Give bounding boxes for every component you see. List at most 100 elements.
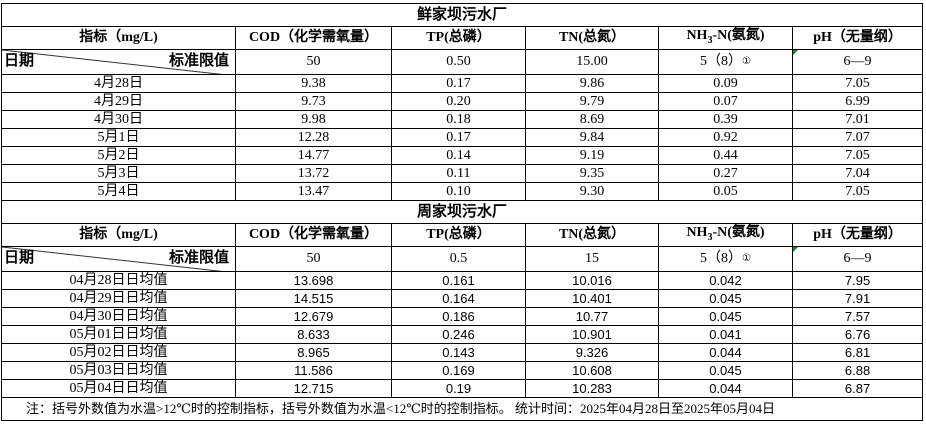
- standard-label: 标准限值: [168, 250, 229, 266]
- nh3-limit: 5（8）: [700, 251, 743, 266]
- header-tp: TP(总磷）: [391, 26, 526, 50]
- date-standard-diagonal-cell: 日期 标准限值: [1, 246, 236, 272]
- date-cell: 05月03日日均值: [1, 361, 236, 380]
- plant-title: 周家坝污水厂: [0, 200, 924, 224]
- cod-cell: 14.515: [235, 289, 392, 308]
- table-row: 05月03日日均值 11.586 0.169 10.608 0.045 6.88: [1, 361, 924, 380]
- tp-cell: 0.17: [391, 74, 526, 93]
- ph-cell: 7.91: [791, 289, 924, 308]
- section-title-row: 鲜家坝污水厂: [0, 3, 924, 27]
- nh3-cell: 0.044: [658, 343, 793, 362]
- date-cell: 4月30日: [1, 110, 236, 129]
- standard-tp: 0.5: [391, 246, 526, 272]
- nh3-subscript: 3: [707, 231, 713, 243]
- ph-cell: 7.04: [791, 164, 924, 183]
- tn-cell: 10.901: [525, 325, 659, 344]
- tn-cell: 8.69: [525, 110, 659, 129]
- nh3-cell: 0.045: [658, 289, 793, 308]
- date-cell: 5月2日: [1, 146, 236, 165]
- cod-cell: 13.47: [235, 182, 392, 201]
- tp-cell: 0.18: [391, 110, 526, 129]
- standard-cod: 50: [235, 49, 392, 75]
- tn-cell: 9.35: [525, 164, 659, 183]
- tn-cell: 9.86: [525, 74, 659, 93]
- tp-cell: 0.10: [391, 182, 526, 201]
- table-row: 4月28日 9.38 0.17 9.86 0.09 7.05: [1, 74, 924, 93]
- nh3-suffix: -N(氨氮): [712, 27, 765, 43]
- header-ph: pH（无量纲）: [791, 26, 924, 50]
- header-row: 指标（mg/L) COD（化学需氧量） TP(总磷） TN(总氮） NH3-N(氨氮)…: [1, 26, 924, 50]
- date-cell: 4月29日: [1, 92, 236, 111]
- date-cell: 05月02日日均值: [1, 343, 236, 362]
- standard-label: 标准限值: [168, 53, 229, 69]
- ph-cell: 7.07: [791, 128, 924, 147]
- cell-comment-marker: [793, 50, 798, 55]
- ph-cell: 7.05: [791, 182, 924, 201]
- date-cell: 05月01日日均值: [1, 325, 236, 344]
- cod-cell: 8.965: [235, 343, 392, 362]
- date-cell: 04月30日日均值: [1, 307, 236, 326]
- table-row: 5月3日 13.72 0.11 9.35 0.27 7.04: [1, 164, 924, 183]
- tn-cell: 10.401: [525, 289, 659, 308]
- cod-cell: 8.633: [235, 325, 392, 344]
- nh3-cell: 0.042: [658, 271, 793, 290]
- tp-cell: 0.14: [391, 146, 526, 165]
- nh3-cell: 0.92: [658, 128, 793, 147]
- tn-cell: 9.326: [525, 343, 659, 362]
- footnote: 注：括号外数值为水温>12℃时的控制指标，括号外数值为水温<12℃时的控制指标。…: [0, 397, 924, 421]
- tp-cell: 0.17: [391, 128, 526, 147]
- cod-cell: 9.98: [235, 110, 392, 129]
- tp-cell: 0.186: [391, 307, 526, 326]
- table-row: 04月29日日均值 14.515 0.164 10.401 0.045 7.91: [1, 289, 924, 308]
- cod-cell: 11.586: [235, 361, 392, 380]
- nh3-cell: 0.09: [658, 74, 793, 93]
- tn-cell: 9.19: [525, 146, 659, 165]
- standard-row: 日期 标准限值 50 0.5 15 5（8）① 6—9: [1, 246, 924, 272]
- note-row: 注：括号外数值为水温>12℃时的控制指标，括号外数值为水温<12℃时的控制指标。…: [0, 397, 924, 421]
- tp-cell: 0.161: [391, 271, 526, 290]
- tp-cell: 0.164: [391, 289, 526, 308]
- ph-cell: 7.01: [791, 110, 924, 129]
- header-row: 指标（mg/L) COD（化学需氧量） TP(总磷） TN(总氮） NH3-N(氨氮)…: [1, 223, 924, 247]
- date-cell: 04月28日日均值: [1, 271, 236, 290]
- ph-cell: 6.99: [791, 92, 924, 111]
- date-cell: 04月29日日均值: [1, 289, 236, 308]
- date-label: 日期: [4, 53, 35, 69]
- table-row: 05月01日日均值 8.633 0.246 10.901 0.041 6.76: [1, 325, 924, 344]
- nh3-subscript: 3: [707, 34, 713, 46]
- tn-cell: 10.283: [525, 379, 659, 398]
- cod-cell: 14.77: [235, 146, 392, 165]
- ph-cell: 7.95: [791, 271, 924, 290]
- ph-cell: 7.05: [791, 74, 924, 93]
- cod-cell: 13.72: [235, 164, 392, 183]
- nh3-limit: 5（8）: [700, 54, 743, 69]
- section-title-row: 周家坝污水厂: [0, 200, 924, 224]
- header-tn: TN(总氮）: [525, 223, 659, 247]
- table-row: 04月28日日均值 13.698 0.161 10.016 0.042 7.95: [1, 271, 924, 290]
- table-row: 05月02日日均值 8.965 0.143 9.326 0.044 6.81: [1, 343, 924, 362]
- standard-tn: 15: [525, 246, 659, 272]
- diagonal-line: [2, 247, 219, 271]
- standard-cod: 50: [235, 246, 392, 272]
- tp-cell: 0.19: [391, 379, 526, 398]
- ph-cell: 7.57: [791, 307, 924, 326]
- nh3-cell: 0.045: [658, 307, 793, 326]
- header-indicator: 指标（mg/L): [1, 26, 236, 50]
- tp-cell: 0.246: [391, 325, 526, 344]
- cod-cell: 9.38: [235, 74, 392, 93]
- nh3-cell: 0.045: [658, 361, 793, 380]
- standard-tp: 0.50: [391, 49, 526, 75]
- cod-cell: 9.73: [235, 92, 392, 111]
- nh3-cell: 0.044: [658, 379, 793, 398]
- plant-title: 鲜家坝污水厂: [0, 3, 924, 27]
- cod-cell: 12.715: [235, 379, 392, 398]
- standard-ph: 6—9: [791, 49, 924, 75]
- footnote-marker: ①: [742, 56, 751, 67]
- header-ph: pH（无量纲）: [791, 223, 924, 247]
- tn-cell: 9.79: [525, 92, 659, 111]
- date-cell: 05月04日日均值: [1, 379, 236, 398]
- date-label: 日期: [4, 250, 35, 266]
- tn-cell: 10.77: [525, 307, 659, 326]
- ph-cell: 6.76: [791, 325, 924, 344]
- diagonal-line: [2, 50, 219, 74]
